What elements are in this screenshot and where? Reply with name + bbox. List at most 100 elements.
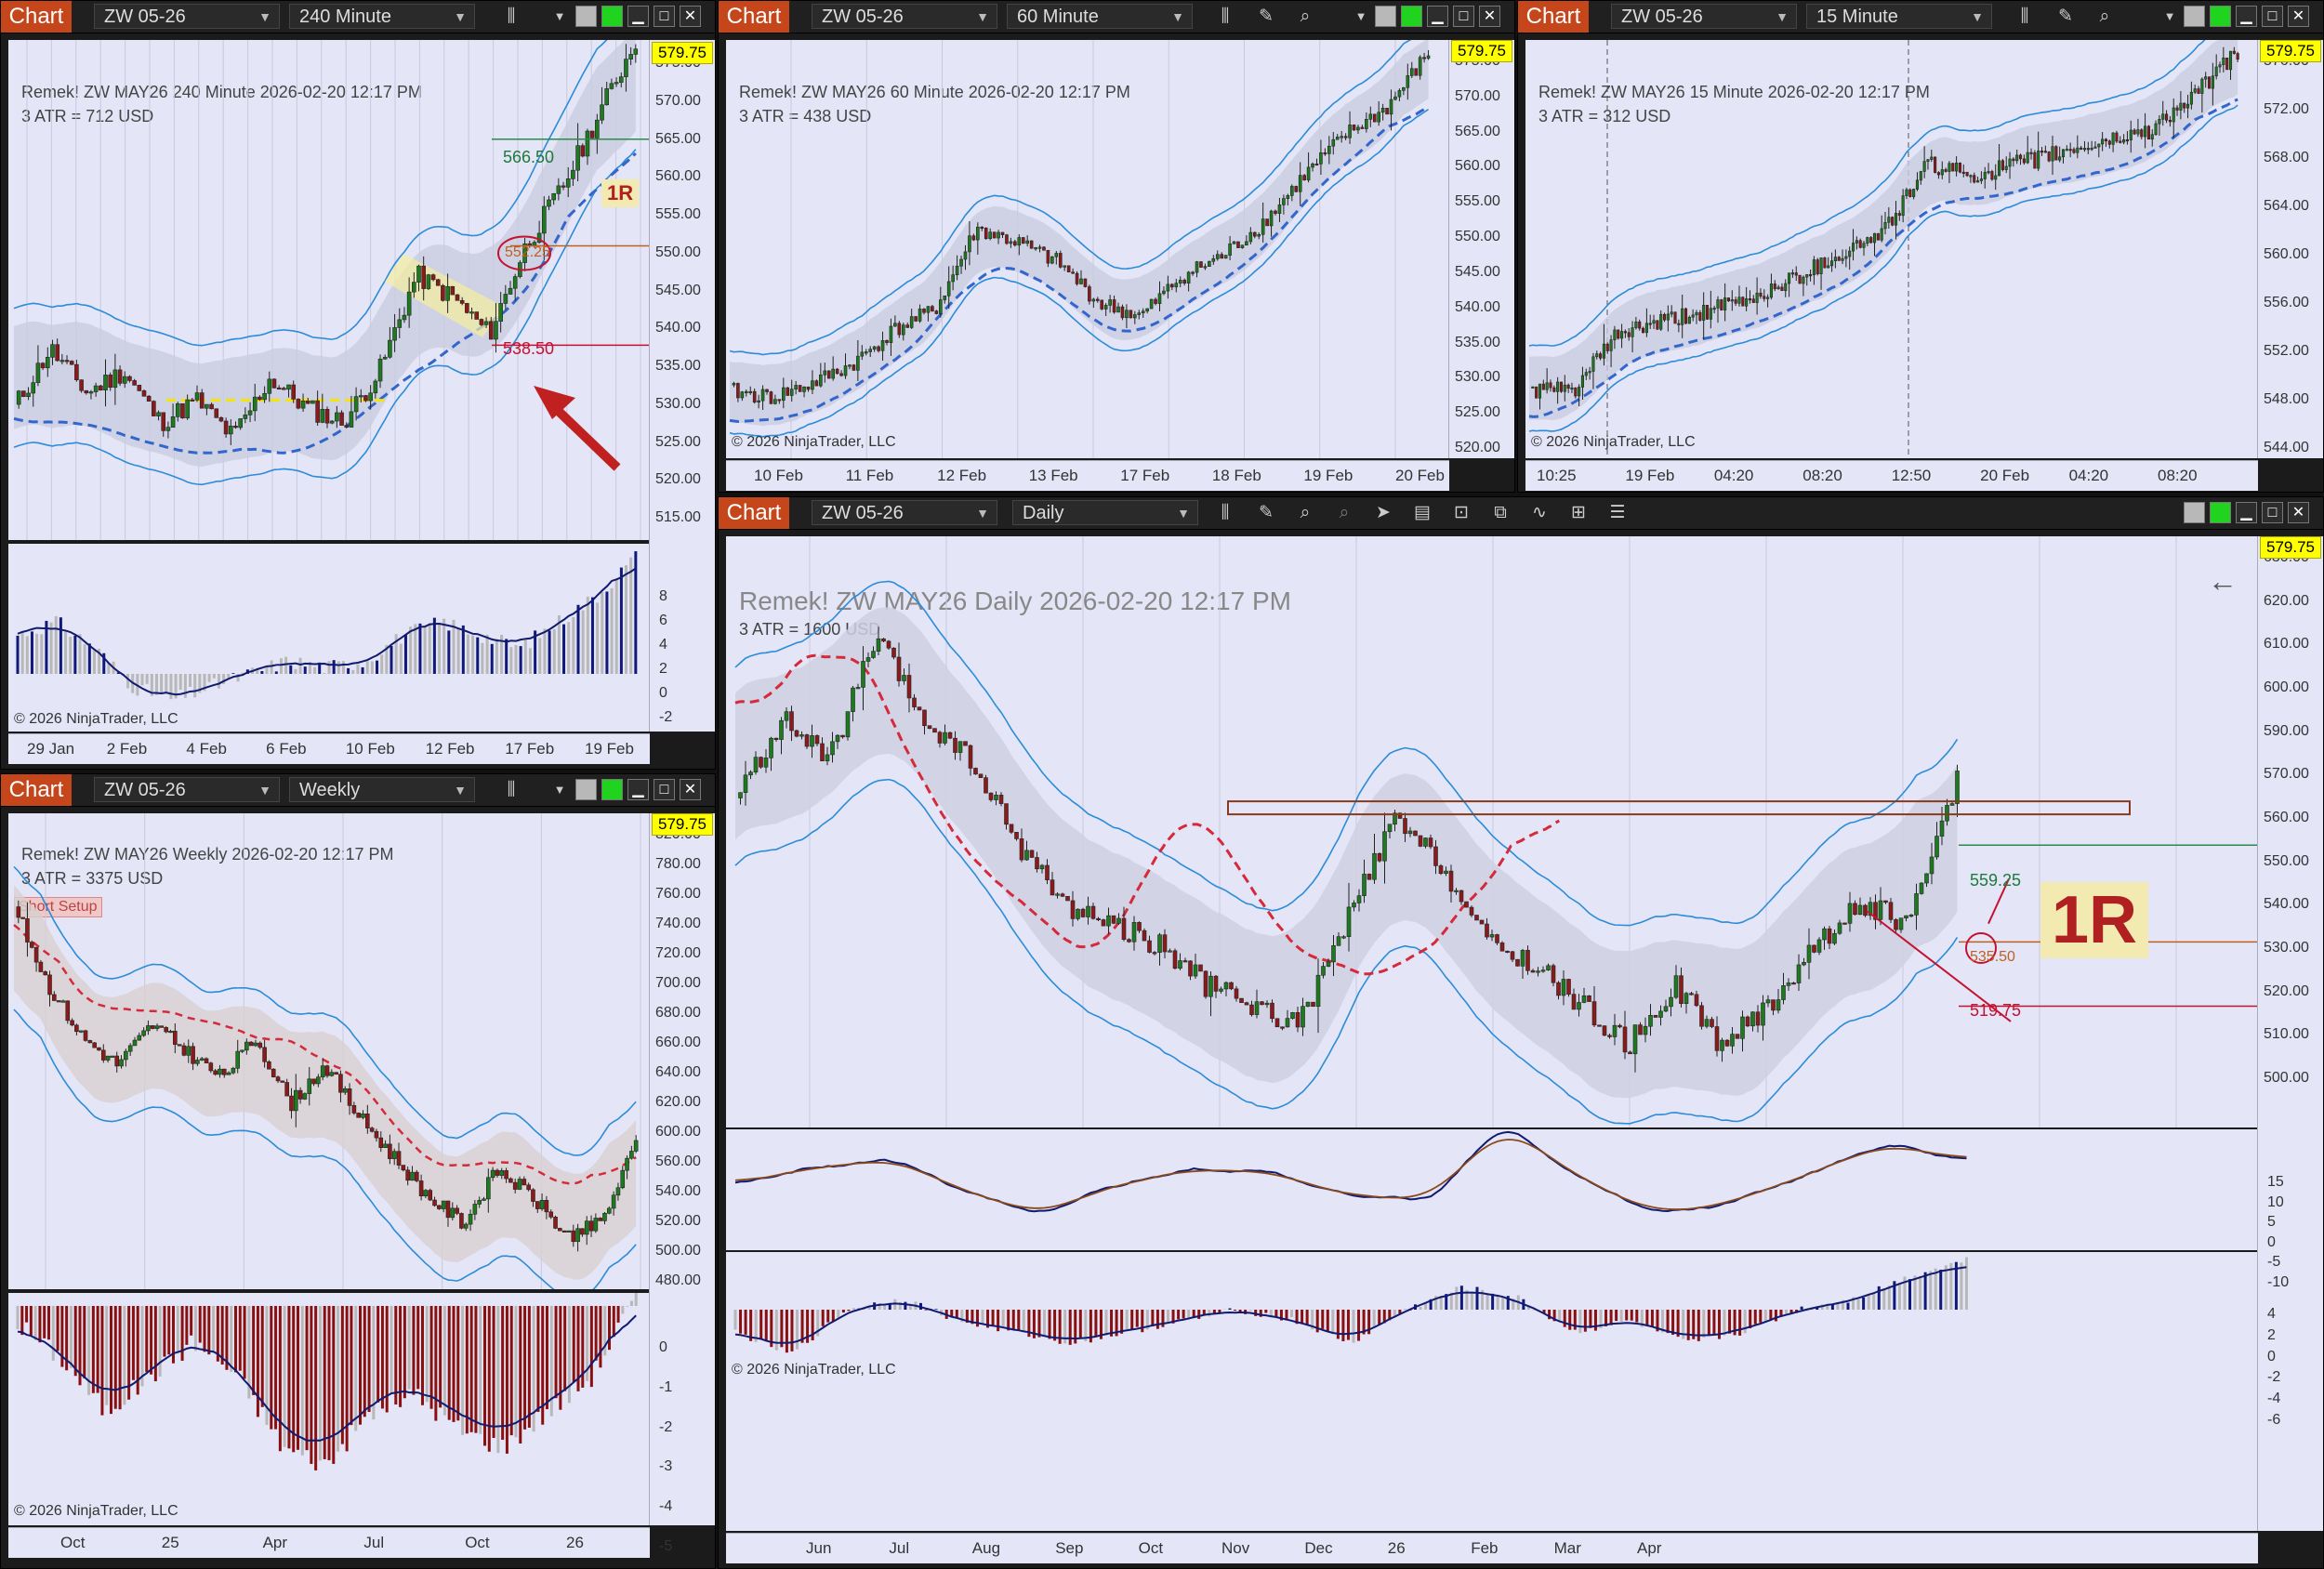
histogram-bar [619,567,623,674]
minimize-button[interactable]: ▁ [2236,502,2257,523]
candle-body [1878,900,1883,920]
candle-body [953,737,957,753]
link-gray-button[interactable] [575,6,597,27]
maximize-button[interactable]: □ [2262,6,2283,27]
template-icon[interactable]: ⊡ [1454,503,1469,522]
histogram-bar [260,1306,264,1407]
strategy-icon[interactable]: ∿ [1532,503,1547,522]
chart-menu-button[interactable]: Chart [719,1,789,33]
chevron-down-icon[interactable]: ▼ [2163,9,2176,23]
time-axis[interactable]: 10 Feb 11 Feb 12 Feb 13 Feb 17 Feb 18 Feb 19 F… [726,460,1449,491]
indicators-icon[interactable]: ⊞ [1571,503,1586,522]
interval-selector[interactable]: 240 Minute ▼ [289,4,475,29]
maximize-button[interactable]: □ [1453,6,1474,27]
indicator-pane[interactable]: © 2026 NinjaTrader, LLC [8,544,650,732]
properties-icon[interactable]: ☰ [1609,503,1626,522]
candle-body [1669,996,1673,1008]
instrument-selector[interactable]: ZW 05-26 ▼ [1611,4,1797,29]
interval-selector[interactable]: 60 Minute ▼ [1007,4,1193,29]
chart-menu-button[interactable]: Chart [1,1,72,33]
instrument-selector[interactable]: ZW 05-26 ▼ [94,4,280,29]
candle-body [1531,386,1535,389]
maximize-button[interactable]: □ [654,779,675,800]
price-axis[interactable]: 630.00620.00610.00600.00590.00570.00560.… [2257,536,2323,1531]
chart-menu-button[interactable]: Chart [1518,1,1589,33]
close-button[interactable]: ✕ [1479,6,1500,27]
close-button[interactable]: ✕ [2288,502,2309,523]
instrument-selector[interactable]: ZW 05-26 ▼ [812,4,997,29]
bar-type-icon[interactable]: ⫼ [1221,7,1230,26]
candle-body [1858,240,1862,248]
indicator-pane[interactable]: © 2026 NinjaTrader, LLC [8,1293,650,1525]
time-axis[interactable]: Oct 25 Apr Jul Oct 26 [8,1527,650,1558]
link-green-button[interactable] [601,779,623,800]
close-button[interactable]: ✕ [680,779,701,800]
bar-type-icon[interactable]: ⫼ [507,780,516,799]
candle-body [1120,306,1125,319]
chevron-down-icon[interactable]: ▼ [553,783,566,797]
price-pane[interactable]: Remek! ZW MAY26 240 Minute 2026-02-20 12… [8,40,650,540]
instrument-selector[interactable]: ZW 05-26 ▼ [812,500,997,525]
price-axis[interactable]: 576.00572.00568.00564.00560.00556.00552.… [2257,40,2323,458]
histogram-pane[interactable]: © 2026 NinjaTrader, LLC [726,1252,2258,1531]
link-green-button[interactable] [1401,6,1422,27]
link-green-button[interactable] [2210,502,2231,523]
link-green-button[interactable] [2210,6,2231,27]
candle-body [127,376,132,381]
chevron-down-icon[interactable]: ▼ [1354,9,1367,23]
draw-pencil-icon[interactable]: ✎ [2058,7,2073,26]
price-axis[interactable]: 820.00780.00760.00740.00720.00700.00680.… [649,813,715,1554]
close-button[interactable]: ✕ [680,6,701,27]
indicator-tick-label: -4 [659,1498,673,1515]
histogram-bar [1867,1294,1870,1310]
link-gray-button[interactable] [2184,502,2205,523]
link-gray-button[interactable] [1375,6,1396,27]
interval-selector[interactable]: Weekly ▼ [289,777,475,802]
time-axis[interactable]: 29 Jan 2 Feb 4 Feb 6 Feb 10 Feb 12 Feb 17 Feb 1… [8,733,650,764]
zoom-in-icon[interactable]: ⌕ [1300,503,1311,522]
price-axis[interactable]: 575.00570.00565.00560.00555.00550.00545.… [1448,40,1514,458]
price-axis[interactable]: 575.00570.00565.00560.00555.00550.00545.… [649,40,715,732]
indicator-tick-label: -5 [2267,1254,2281,1271]
chart-menu-button[interactable]: Chart [719,497,789,529]
draw-pencil-icon[interactable]: ✎ [1259,7,1274,26]
price-pane[interactable]: Remek! ZW MAY26 Weekly 2026-02-20 12:17 … [8,813,650,1289]
oscillator-pane[interactable] [726,1129,2258,1250]
interval-selector[interactable]: 15 Minute ▼ [1806,4,1992,29]
link-gray-button[interactable] [575,779,597,800]
maximize-button[interactable]: □ [654,6,675,27]
price-pane[interactable]: Remek! ZW MAY26 15 Minute 2026-02-20 12:… [1525,40,2258,458]
back-arrow-icon[interactable]: ← [2208,564,2238,598]
candle-body [146,395,152,402]
price-pane[interactable]: Remek! ZW MAY26 60 Minute 2026-02-20 12:… [726,40,1449,458]
maximize-button[interactable]: □ [2262,502,2283,523]
interval-selector[interactable]: Daily ▼ [1012,500,1198,525]
chevron-down-icon[interactable]: ▼ [553,9,566,23]
r-multiple-tag: 1R [2040,882,2149,958]
draw-pencil-icon[interactable]: ✎ [1259,503,1274,522]
close-button[interactable]: ✕ [2288,6,2309,27]
bar-type-icon[interactable]: ⫼ [1221,503,1230,522]
link-gray-button[interactable] [2184,6,2205,27]
data-box-icon[interactable]: ▤ [1414,503,1431,522]
chart-menu-button[interactable]: Chart [1,774,72,806]
time-axis[interactable]: 10:25 19 Feb 04:20 08:20 12:50 20 Feb 04:20 08:… [1525,460,2258,491]
candle-body [2054,146,2058,161]
zoom-icon[interactable]: ⌕ [1300,7,1311,26]
bar-type-icon[interactable]: ⫼ [2020,7,2029,26]
price-pane[interactable]: Remek! ZW MAY26 Daily 2026-02-20 12:17 P… [726,536,2258,1127]
minimize-button[interactable]: ▁ [627,779,649,800]
minimize-button[interactable]: ▁ [2236,6,2257,27]
zoom-icon[interactable]: ⌕ [2099,7,2110,26]
link-green-button[interactable] [601,6,623,27]
zoom-out-icon[interactable]: ⌕ [1339,503,1350,522]
bar-type-icon[interactable]: ⫼ [507,7,516,26]
histogram-bar [1526,1305,1530,1310]
candle-body [2022,158,2026,164]
instrument-selector[interactable]: ZW 05-26 ▼ [94,777,280,802]
pointer-icon[interactable]: ➤ [1376,503,1391,522]
screenshot-icon[interactable]: ⧉ [1494,503,1507,522]
minimize-button[interactable]: ▁ [627,6,649,27]
minimize-button[interactable]: ▁ [1427,6,1448,27]
time-axis[interactable]: Jun Jul Aug Sep Oct Nov Dec 26 Feb Mar Apr [726,1533,2258,1563]
